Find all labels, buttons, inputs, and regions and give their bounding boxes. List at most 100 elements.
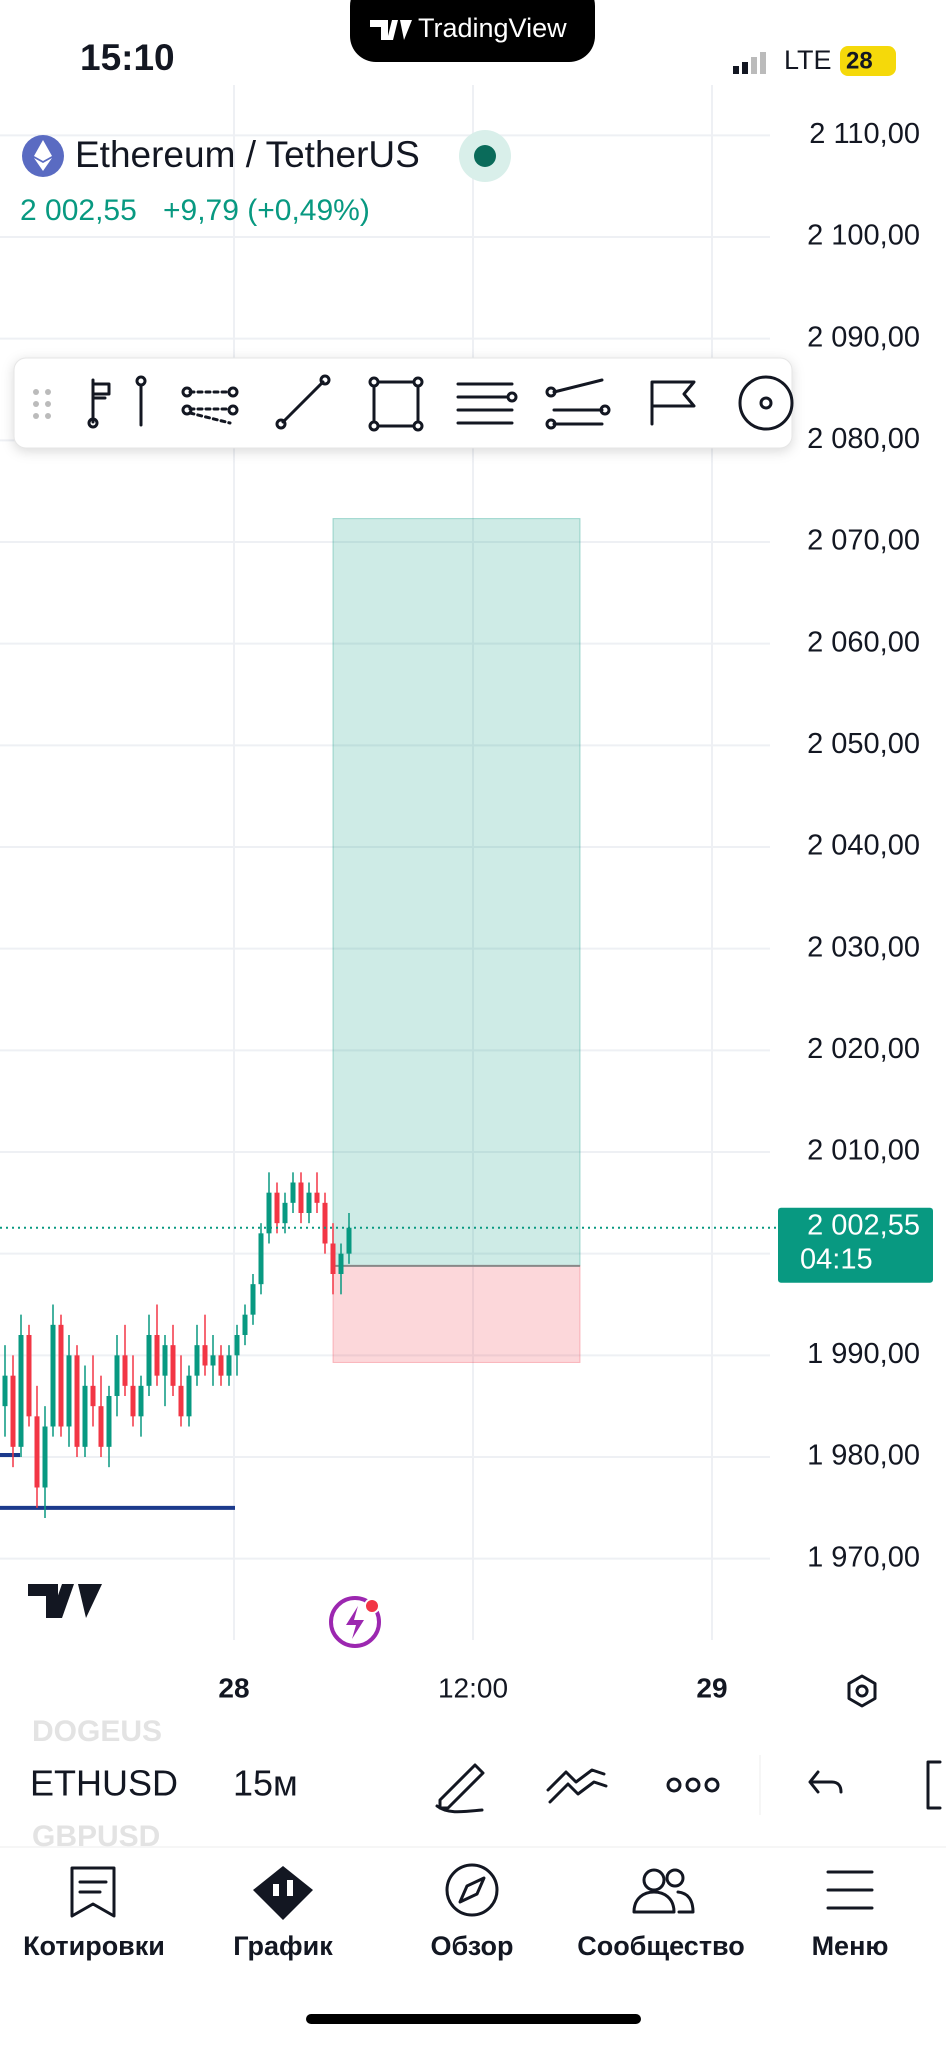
symbol-name[interactable]: Ethereum / TetherUS: [75, 134, 420, 175]
flash-icon[interactable]: [329, 1596, 381, 1648]
candle-body: [2, 1375, 8, 1407]
candle-body: [202, 1345, 208, 1366]
candle-body: [106, 1396, 112, 1447]
x-tick-label: 28: [218, 1672, 249, 1703]
candle-body: [10, 1375, 16, 1447]
battery: [840, 46, 896, 76]
signal: [733, 52, 766, 74]
tab-icon-watchlist[interactable]: [70, 1866, 116, 1918]
symbol-prev[interactable]: DOGEUS: [32, 1715, 162, 1748]
network: LTE: [784, 45, 832, 75]
candle-body: [138, 1385, 144, 1417]
candle-body: [170, 1345, 176, 1386]
loss-zone: [332, 1265, 581, 1363]
candle-body: [130, 1385, 136, 1417]
candle-body: [234, 1335, 240, 1356]
candle-body: [50, 1324, 56, 1427]
tab-label[interactable]: Сообщество: [577, 1931, 745, 1961]
candle-body: [282, 1202, 288, 1224]
tab-icon-community[interactable]: [632, 1868, 695, 1914]
fullscreen[interactable]: [926, 1760, 942, 1810]
candle-body: [42, 1426, 48, 1488]
candle-body: [186, 1375, 192, 1417]
candle-body: [34, 1416, 40, 1488]
symbol-current[interactable]: ETHUSD: [30, 1763, 178, 1804]
market-dot: [474, 145, 496, 167]
candle-body: [266, 1192, 272, 1234]
tool-more[interactable]: [738, 375, 794, 431]
tool-pitchfork[interactable]: [181, 386, 239, 425]
tab-label[interactable]: Котировки: [23, 1931, 165, 1961]
y-tick-label: 2 110,00: [809, 118, 920, 150]
y-tick-label: 2 090,00: [807, 321, 920, 353]
candle-body: [258, 1233, 264, 1285]
more[interactable]: [666, 1777, 720, 1793]
drawing-toolbar: [13, 357, 794, 449]
candle-body: [66, 1355, 72, 1427]
tool-fib[interactable]: [87, 375, 147, 429]
indicators[interactable]: [546, 1768, 608, 1804]
eth-glyph: [34, 140, 52, 171]
tool-trendline[interactable]: [275, 374, 331, 430]
candle-body: [210, 1355, 216, 1366]
interval[interactable]: 15м: [233, 1763, 298, 1804]
candle-body: [114, 1355, 120, 1396]
change: +9,79 (+0,49%): [163, 194, 370, 227]
y-tick-label: 2 070,00: [807, 525, 920, 557]
candle-body: [242, 1314, 248, 1335]
y-tick-label: 2 100,00: [807, 220, 920, 252]
tab-label[interactable]: Меню: [812, 1931, 889, 1961]
candle-body: [306, 1192, 312, 1213]
tab-label[interactable]: Обзор: [430, 1931, 513, 1961]
candle-body: [154, 1335, 160, 1376]
symbol-next[interactable]: GBPUSD: [32, 1820, 160, 1853]
y-tick-label: 1 980,00: [807, 1440, 920, 1472]
home-indicator: [306, 2014, 641, 2024]
profit-zone: [332, 518, 581, 1267]
y-tick-label: 1 990,00: [807, 1338, 920, 1370]
y-tick-label: 2 030,00: [807, 931, 920, 963]
x-tick-label: 12:00: [438, 1672, 508, 1703]
candle-body: [274, 1192, 280, 1224]
candle-body: [226, 1355, 232, 1376]
y-tick-label: 2 040,00: [807, 830, 920, 862]
candle-body: [122, 1355, 128, 1386]
tab-icon-menu[interactable]: [826, 1870, 874, 1910]
y-tick-label: 2 050,00: [807, 728, 920, 760]
tool-projection[interactable]: [545, 378, 611, 430]
price: 2 002,55: [20, 194, 137, 227]
candle-body: [98, 1406, 104, 1447]
banner: TradingView: [418, 13, 567, 43]
draw-tool[interactable]: [435, 1763, 485, 1814]
y-tick-label: 2 060,00: [807, 626, 920, 658]
candle-body: [82, 1385, 88, 1447]
axis-settings[interactable]: [847, 1674, 877, 1708]
last-price-box: [778, 1207, 933, 1283]
tab-icon-chart[interactable]: [253, 1866, 313, 1920]
tab-label[interactable]: График: [233, 1931, 333, 1961]
banner-bg: [350, 0, 595, 62]
y-tick-label: 2 010,00: [807, 1135, 920, 1167]
tool-flag[interactable]: [650, 380, 696, 426]
battery-level: 28: [846, 47, 873, 74]
candle-body: [58, 1324, 64, 1427]
undo[interactable]: [808, 1770, 843, 1794]
candle-body: [74, 1355, 80, 1447]
candle-body: [314, 1192, 320, 1203]
tv-icon: [370, 20, 412, 40]
candle-body: [90, 1385, 96, 1407]
candle-body: [338, 1253, 344, 1274]
candle-body: [290, 1182, 296, 1203]
y-tick-label: 2 080,00: [807, 423, 920, 455]
candle-body: [194, 1345, 200, 1376]
tab-icon-explore[interactable]: [445, 1863, 499, 1917]
countdown: 04:15: [800, 1243, 873, 1275]
candle-body: [250, 1284, 256, 1315]
x-tick-label: 29: [696, 1672, 727, 1703]
tool-rect[interactable]: [368, 376, 424, 432]
candle-body: [218, 1355, 224, 1376]
tool-lines[interactable]: [456, 382, 518, 425]
candle-body: [322, 1202, 328, 1244]
